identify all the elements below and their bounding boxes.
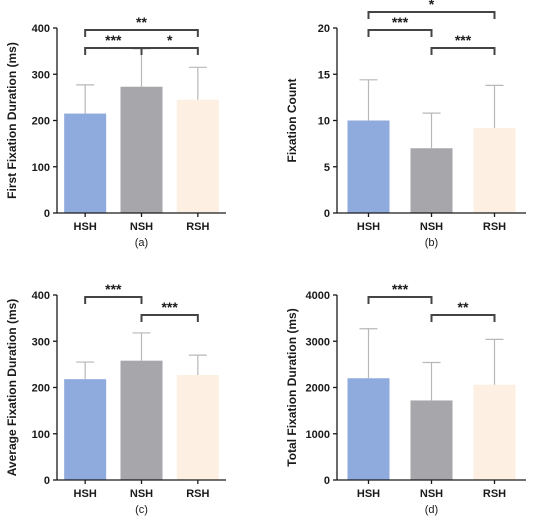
bar-rsh [473,384,516,480]
y-tick-label: 15 [318,69,330,81]
y-axis-label: Total Fixation Duration (ms) [285,308,299,466]
panel-caption: (d) [425,504,438,516]
y-tick-label: 0 [44,475,50,487]
y-tick-label: 10 [318,116,330,128]
chart-panel-4: 0 1000 2000 3000 4000 HSH NSH RSH Total Fixation… [285,281,526,516]
y-tick-label: 100 [32,162,50,174]
y-tick-label: 3000 [306,336,330,348]
x-tick-label-hsh: HSH [74,488,97,500]
bar-hsh [64,379,107,480]
significance-label: ** [458,299,469,315]
x-tick-label-rsh: RSH [186,221,209,233]
y-tick-label: 400 [32,23,50,35]
bar-hsh [347,120,390,213]
bar-nsh [410,400,453,480]
bar-nsh [120,86,163,213]
bar-rsh [176,99,219,213]
bar-rsh [473,127,516,213]
significance-label: *** [105,32,122,48]
significance-label: ** [136,14,147,30]
significance-bracket [84,29,199,37]
x-tick-label-rsh: RSH [483,221,506,233]
y-tick-label: 4000 [306,290,330,302]
x-tick-label-nsh: NSH [130,221,153,233]
y-tick-label: 400 [32,290,50,302]
y-tick-label: 0 [324,475,330,487]
y-tick-label: 2000 [306,383,330,395]
y-axis-label: Average Fixation Duration (ms) [5,299,19,477]
significance-bracket [140,314,199,322]
significance-bracket [84,296,143,304]
y-tick-label: 300 [32,69,50,81]
x-tick-label-nsh: NSH [420,488,443,500]
significance-label: *** [161,299,178,315]
y-tick-label: 1000 [306,429,330,441]
x-tick-label-hsh: HSH [357,488,380,500]
panel-caption: (a) [135,237,148,249]
y-axis-label: First Fixation Duration (ms) [5,42,19,199]
y-tick-label: 200 [32,116,50,128]
significance-bracket [430,314,496,322]
significance-bracket [430,47,496,55]
significance-label: *** [392,281,409,297]
significance-label: *** [455,32,472,48]
y-tick-label: 5 [324,162,330,174]
significance-bracket [367,296,433,304]
x-tick-label-nsh: NSH [130,488,153,500]
significance-label: * [429,0,435,12]
x-tick-label-nsh: NSH [420,221,443,233]
y-axis-label: Fixation Count [285,79,299,163]
bar-nsh [120,360,163,480]
significance-label: *** [105,281,122,297]
chart-panel-1: 0 100 200 300 400 HSH NSH RSH First Fixation Dur… [5,14,226,249]
bar-hsh [347,378,390,480]
y-tick-label: 20 [318,23,330,35]
panel-caption: (b) [425,237,438,249]
y-tick-label: 0 [44,208,50,220]
y-tick-label: 300 [32,336,50,348]
bar-hsh [64,113,107,213]
significance-bracket [367,11,496,19]
significance-bracket [140,47,199,55]
panel-caption: (c) [135,504,148,516]
y-tick-label: 200 [32,383,50,395]
y-tick-label: 0 [324,208,330,220]
bar-rsh [176,375,219,480]
chart-panel-3: 0 100 200 300 400 HSH NSH RSH Average Fixation D… [5,281,226,516]
bar-nsh [410,148,453,213]
x-tick-label-rsh: RSH [483,488,506,500]
x-tick-label-hsh: HSH [357,221,380,233]
significance-bracket [367,29,433,37]
significance-label: * [167,32,173,48]
significance-label: *** [392,14,409,30]
y-tick-label: 100 [32,429,50,441]
x-tick-label-rsh: RSH [186,488,209,500]
x-tick-label-hsh: HSH [74,221,97,233]
